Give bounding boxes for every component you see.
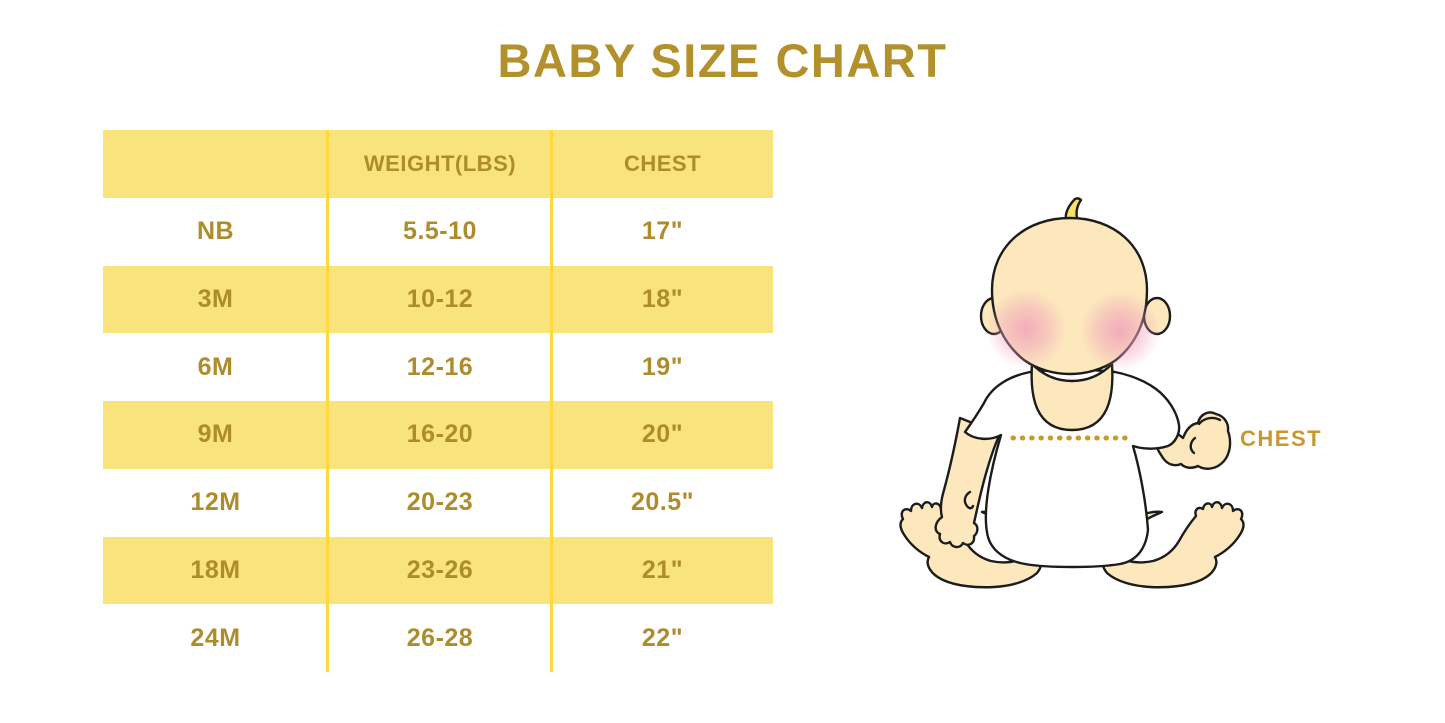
chest-cell: 21"	[641, 555, 684, 584]
fist-thumb-line	[1197, 416, 1222, 426]
table-row-9m: 9M 16-20 20"	[103, 401, 773, 469]
baby-svg: CHEST	[899, 197, 1322, 589]
size-cell: NB	[196, 217, 235, 246]
column-divider	[550, 130, 553, 672]
size-cell: 24M	[190, 623, 241, 652]
baby-arm-left	[934, 416, 1002, 549]
cheek-right	[1080, 291, 1160, 371]
baby-arm-right	[1148, 411, 1232, 470]
chest-cell: 19"	[641, 352, 684, 381]
weight-cell: 26-28	[406, 623, 474, 652]
size-table: WEIGHT(LBS) CHEST NB 5.5-10 17" 3M 10-12…	[103, 130, 773, 672]
cheek-left	[986, 289, 1066, 369]
fist-knuckle-line	[1189, 436, 1197, 455]
table-row-24m: 24M 26-28 22"	[103, 604, 773, 672]
size-cell: 6M	[197, 352, 234, 381]
header-cell-weight: WEIGHT(LBS)	[363, 150, 517, 176]
hand-curl-line	[963, 490, 975, 510]
baby-onesie	[963, 368, 1181, 569]
header-cell-chest: CHEST	[623, 150, 702, 176]
table-row-18m: 18M 23-26 21"	[103, 536, 773, 605]
weight-cell: 16-20	[406, 420, 474, 449]
baby-illustration: CHEST	[880, 180, 1360, 620]
chest-label: CHEST	[1240, 426, 1322, 451]
column-divider	[326, 130, 329, 672]
header-cell-size	[103, 130, 328, 198]
size-cell: 3M	[197, 284, 234, 313]
weight-cell: 10-12	[406, 284, 474, 313]
chest-cell: 20"	[641, 420, 684, 449]
baby-neck	[1030, 362, 1114, 432]
size-cell: 12M	[190, 488, 241, 517]
size-cell: 9M	[197, 420, 234, 449]
weight-cell: 5.5-10	[403, 217, 477, 246]
table-row-12m: 12M 20-23 20.5"	[103, 469, 773, 537]
size-cell: 18M	[190, 555, 241, 584]
weight-cell: 23-26	[406, 555, 474, 584]
page-title: BABY SIZE CHART	[497, 34, 948, 87]
chest-cell: 20.5"	[630, 488, 694, 517]
table-row-nb: NB 5.5-10 17"	[103, 198, 773, 266]
chest-cell: 17"	[641, 217, 684, 246]
chest-cell: 22"	[641, 623, 684, 652]
table-row-6m: 6M 12-16 19"	[103, 333, 773, 401]
table-header-row: WEIGHT(LBS) CHEST	[103, 130, 773, 198]
weight-cell: 12-16	[406, 352, 474, 381]
weight-cell: 20-23	[406, 488, 474, 517]
table-row-3m: 3M 10-12 18"	[103, 265, 773, 334]
chest-cell: 18"	[641, 284, 684, 313]
